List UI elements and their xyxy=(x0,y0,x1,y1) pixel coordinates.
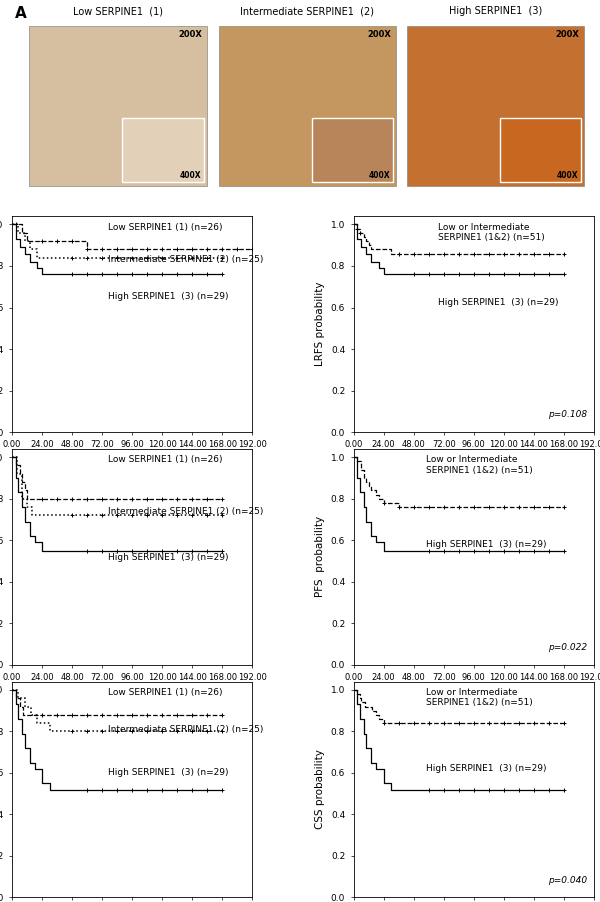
Text: 200X: 200X xyxy=(178,30,202,39)
Text: 400X: 400X xyxy=(557,170,578,179)
Text: High SERPINE1  (3) (n=29): High SERPINE1 (3) (n=29) xyxy=(108,291,229,300)
Text: 200X: 200X xyxy=(556,30,580,39)
Text: Low SERPINE1 (1) (n=26): Low SERPINE1 (1) (n=26) xyxy=(108,223,223,232)
Bar xyxy=(311,118,393,182)
Text: p=0.040: p=0.040 xyxy=(548,876,587,885)
Bar xyxy=(500,118,581,182)
Text: Intermediate SERPINE1 (2) (n=25): Intermediate SERPINE1 (2) (n=25) xyxy=(108,507,263,516)
Text: A: A xyxy=(15,6,26,22)
Text: Intermediate SERPINE1  (2): Intermediate SERPINE1 (2) xyxy=(241,6,374,16)
Text: 200X: 200X xyxy=(368,30,391,39)
Y-axis label: CSS probability: CSS probability xyxy=(315,750,325,830)
Text: Low or Intermediate
SERPINE1 (1&2) (n=51): Low or Intermediate SERPINE1 (1&2) (n=51… xyxy=(425,456,532,474)
Text: Low SERPINE1 (1) (n=26): Low SERPINE1 (1) (n=26) xyxy=(108,688,223,697)
Text: High SERPINE1  (3) (n=29): High SERPINE1 (3) (n=29) xyxy=(108,768,229,777)
Bar xyxy=(122,118,204,182)
X-axis label: Time (months): Time (months) xyxy=(436,455,512,465)
Text: Low SERPINE1  (1): Low SERPINE1 (1) xyxy=(73,6,163,16)
Text: High SERPINE1  (3) (n=29): High SERPINE1 (3) (n=29) xyxy=(425,539,546,548)
Bar xyxy=(407,26,584,186)
Text: Low or Intermediate
SERPINE1 (1&2) (n=51): Low or Intermediate SERPINE1 (1&2) (n=51… xyxy=(437,223,544,242)
Text: High SERPINE1  (3) (n=29): High SERPINE1 (3) (n=29) xyxy=(437,299,558,308)
Bar xyxy=(218,26,396,186)
Y-axis label: LRFS probability: LRFS probability xyxy=(315,281,325,366)
Text: p=0.108: p=0.108 xyxy=(548,410,587,419)
Text: 400X: 400X xyxy=(179,170,201,179)
Text: Low SERPINE1 (1) (n=26): Low SERPINE1 (1) (n=26) xyxy=(108,456,223,465)
Text: High SERPINE1  (3): High SERPINE1 (3) xyxy=(449,6,542,16)
Text: Low or Intermediate
SERPINE1 (1&2) (n=51): Low or Intermediate SERPINE1 (1&2) (n=51… xyxy=(425,688,532,707)
Text: High SERPINE1  (3) (n=29): High SERPINE1 (3) (n=29) xyxy=(425,764,546,773)
Text: Intermediate SERPINE1 (2) (n=25): Intermediate SERPINE1 (2) (n=25) xyxy=(108,255,263,264)
Text: High SERPINE1  (3) (n=29): High SERPINE1 (3) (n=29) xyxy=(108,553,229,562)
X-axis label: Time (months): Time (months) xyxy=(94,687,170,697)
X-axis label: Time (months): Time (months) xyxy=(94,455,170,465)
Text: 400X: 400X xyxy=(368,170,390,179)
Y-axis label: PFS  probability: PFS probability xyxy=(315,516,325,597)
X-axis label: Time (months): Time (months) xyxy=(436,687,512,697)
Bar xyxy=(29,26,207,186)
Text: Intermediate SERPINE1 (2) (n=25): Intermediate SERPINE1 (2) (n=25) xyxy=(108,725,263,734)
Text: p=0.022: p=0.022 xyxy=(548,643,587,652)
